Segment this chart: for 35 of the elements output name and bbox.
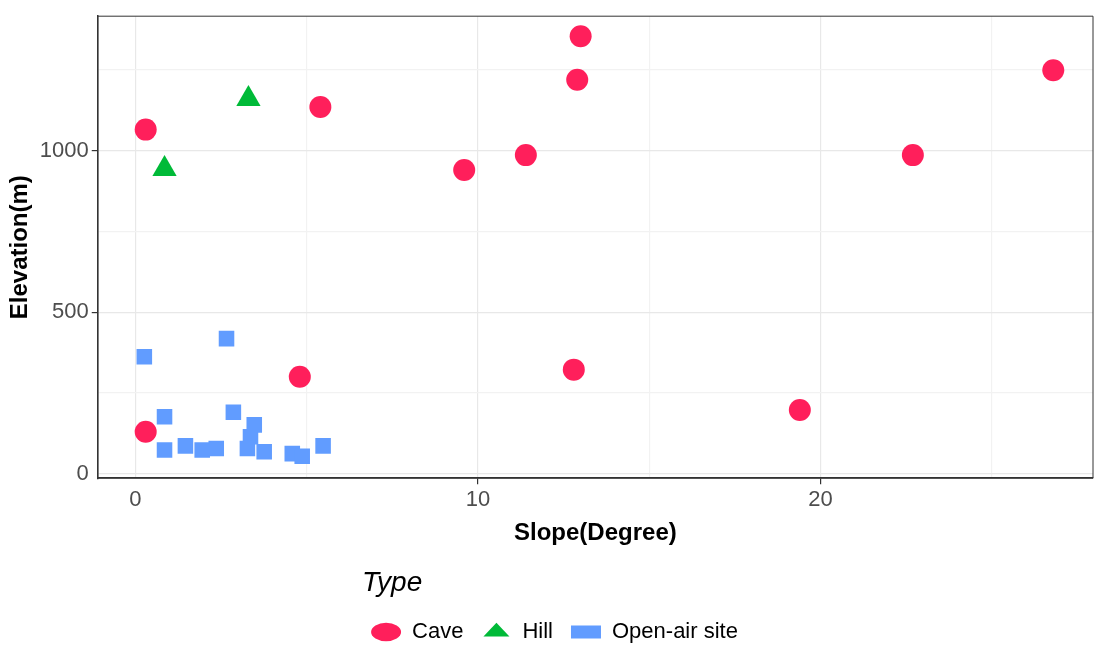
point — [225, 404, 242, 421]
y-tick-label: 500 — [52, 298, 89, 324]
point — [208, 440, 225, 457]
point — [134, 118, 157, 141]
point — [309, 95, 332, 118]
y-tick-label: 0 — [76, 459, 89, 485]
y-axis-title: Elevation(m) — [5, 175, 33, 320]
point — [134, 420, 157, 443]
legend-label: Open-air site — [611, 618, 738, 644]
point — [288, 365, 311, 388]
point — [136, 348, 153, 365]
x-tick-label: 20 — [808, 486, 833, 512]
legend-title: Type — [362, 566, 423, 598]
point — [256, 443, 272, 460]
point — [514, 144, 537, 167]
point — [218, 330, 235, 347]
point — [453, 158, 476, 181]
point — [562, 358, 585, 381]
point — [315, 438, 331, 454]
point — [156, 409, 173, 425]
point — [156, 442, 173, 458]
point — [177, 438, 194, 454]
point — [239, 440, 256, 457]
point — [788, 399, 811, 422]
x-tick-label: 0 — [129, 486, 142, 512]
point — [294, 448, 310, 465]
y-tick-label: 1000 — [39, 136, 89, 162]
legend-label: Hill — [522, 618, 553, 644]
legend-label: Cave — [412, 618, 464, 644]
x-tick-label: 10 — [465, 486, 491, 512]
point — [569, 25, 592, 48]
point — [1042, 59, 1065, 82]
x-axis-title: Slope(Degree) — [514, 517, 677, 545]
point — [901, 144, 924, 167]
point — [566, 68, 589, 91]
